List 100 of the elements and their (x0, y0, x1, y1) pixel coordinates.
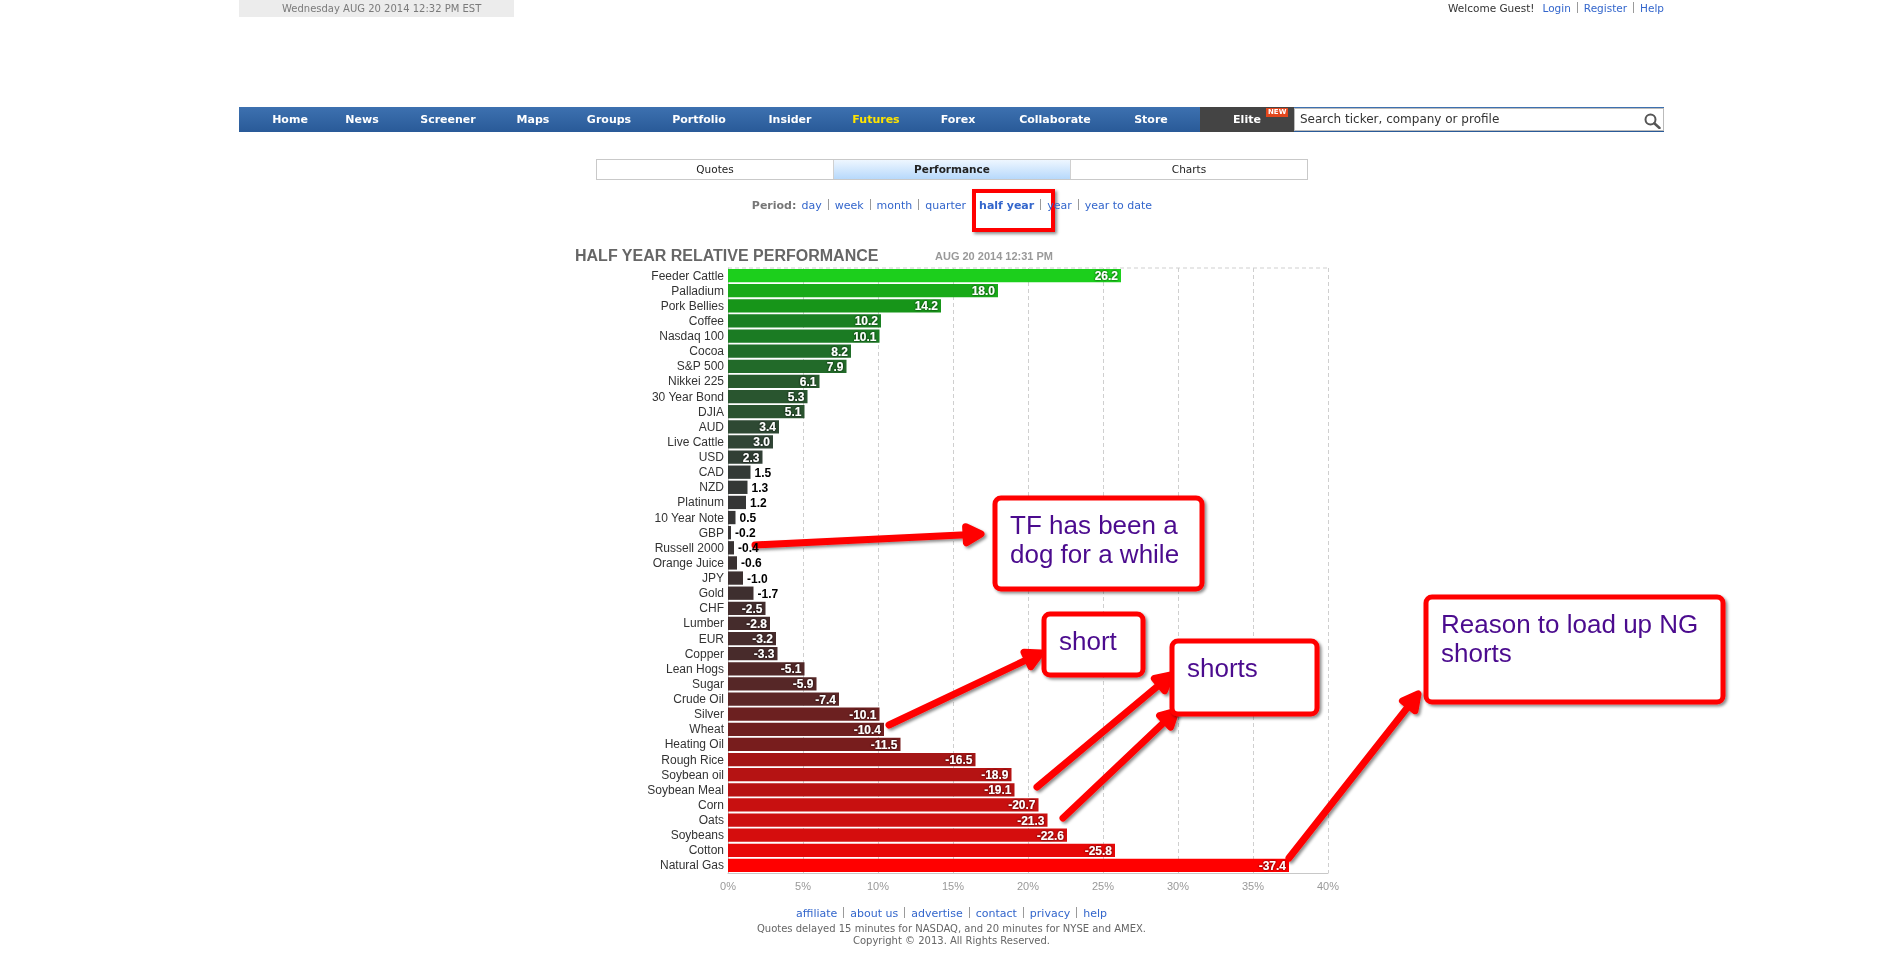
data-label: 7.9 (826, 359, 844, 374)
y-tick-label: CAD (698, 465, 725, 480)
data-label: 10.2 (854, 314, 879, 329)
y-tick-label: DJIA (697, 404, 724, 419)
y-tick-label: Orange Juice (652, 555, 725, 570)
data-label: 3.4 (759, 420, 777, 435)
annotation: shorts (1187, 652, 1258, 683)
data-label: -11.5 (870, 737, 898, 752)
data-label: -1.7 (757, 586, 779, 601)
data-label: -22.6 (1036, 828, 1065, 843)
bar (728, 495, 746, 510)
y-tick-label: AUD (698, 419, 725, 434)
annotation: TF has been a dog for a while (1010, 509, 1185, 569)
y-tick-label: Copper (684, 646, 724, 661)
bar (728, 480, 748, 494)
bar (728, 752, 976, 767)
bar (728, 722, 884, 736)
data-label: 1.3 (751, 480, 769, 495)
y-tick-label: Rough Rice (661, 752, 725, 767)
text: Login (1542, 2, 1571, 14)
text: Period: (751, 199, 797, 212)
y-tick-label: Coffee (688, 313, 725, 328)
data-label: -20.7 (1008, 798, 1036, 813)
y-tick-label: Russell 2000 (654, 540, 725, 555)
bar (728, 783, 1015, 797)
y-tick-label: Sugar (691, 676, 724, 691)
y-tick-label: Soybeans (670, 828, 724, 843)
data-label: -37.4 (1258, 858, 1287, 873)
bar (728, 768, 1012, 782)
text: about us (850, 907, 899, 920)
x-tick-label: 35% (1241, 879, 1265, 892)
text: Copyright © 2013. All Rights Reserved. (851, 935, 1051, 947)
y-tick-label: Nasdaq 100 (659, 329, 725, 344)
data-label: 8.2 (831, 344, 849, 359)
data-label: 10.1 (853, 329, 877, 344)
data-label: 1.5 (754, 465, 772, 480)
data-label: 5.1 (784, 405, 802, 420)
text: month (876, 199, 913, 212)
data-label: -10.4 (853, 722, 882, 737)
data-label: -7.4 (815, 692, 837, 707)
text: Quotes delayed 15 minutes for NASDAQ, and 20 minutes for NYSE and AMEX. (755, 923, 1148, 935)
y-tick-label: 10 Year Note (654, 510, 725, 525)
bar (728, 586, 754, 600)
bar (728, 268, 1121, 283)
y-tick-label: Cocoa (689, 344, 725, 359)
annotation: short (1059, 625, 1118, 656)
text: quarter (925, 199, 967, 212)
bar (728, 374, 820, 389)
data-label: 6.1 (799, 374, 817, 389)
y-tick-label: GBP (698, 525, 724, 540)
x-tick-label: 25% (1091, 879, 1115, 892)
bar (728, 359, 847, 373)
data-label: 26.2 (1094, 269, 1119, 284)
data-label: -10.1 (849, 707, 877, 722)
text: Reason to load up NG shorts (1441, 608, 1706, 668)
data-label: -0.6 (741, 556, 762, 571)
data-label: -2.8 (746, 616, 768, 631)
bar (728, 465, 751, 479)
text: week (834, 199, 864, 212)
tab: Performance (833, 160, 1070, 179)
data-label: 2.3 (742, 450, 760, 465)
y-tick-label: Soybean oil (661, 767, 724, 782)
data-label: -0.2 (735, 526, 756, 541)
x-tick-label: 5% (795, 879, 812, 892)
text: help (1083, 907, 1107, 920)
data-label: -21.3 (1017, 813, 1045, 828)
data-label: -0.4 (738, 541, 759, 556)
y-tick-label: Heating Oil (664, 737, 724, 752)
data-label: -25.8 (1084, 843, 1113, 858)
bar (728, 737, 901, 752)
y-tick-label: Live Cattle (667, 434, 725, 449)
y-tick-label: Wheat (689, 722, 725, 737)
y-tick-label: Cotton (688, 843, 724, 858)
data-label: 1.2 (750, 495, 768, 510)
data-label: -3.2 (752, 632, 774, 647)
text: contact (975, 907, 1017, 920)
chart-subtitle: AUG 20 2014 12:31 PM (935, 249, 1054, 262)
data-label: -18.9 (981, 768, 1009, 783)
y-tick-label: Lumber (683, 616, 724, 631)
y-tick-label: Corn (697, 797, 724, 812)
text: affiliate (796, 907, 838, 920)
y-tick-label: S&P 500 (676, 359, 725, 374)
data-label: 0.5 (739, 511, 757, 526)
text: Help (1640, 2, 1664, 14)
text: advertise (911, 907, 963, 920)
y-tick-label: Pork Bellies (660, 298, 724, 313)
data-label: -2.5 (741, 601, 763, 616)
bar (728, 526, 731, 540)
y-tick-label: Silver (693, 707, 724, 722)
bar (728, 299, 941, 313)
text: year to date (1084, 199, 1153, 212)
data-label: 5.3 (787, 390, 805, 405)
y-tick-label: Gold (698, 586, 724, 601)
text: Welcome Guest! (1448, 2, 1535, 14)
x-tick-label: 0% (720, 879, 737, 892)
y-tick-label: Nikkei 225 (667, 374, 725, 389)
data-label: -3.3 (753, 647, 775, 662)
text: half year (979, 199, 1035, 212)
y-tick-label: Lean Hogs (665, 661, 724, 676)
bar (728, 284, 998, 298)
